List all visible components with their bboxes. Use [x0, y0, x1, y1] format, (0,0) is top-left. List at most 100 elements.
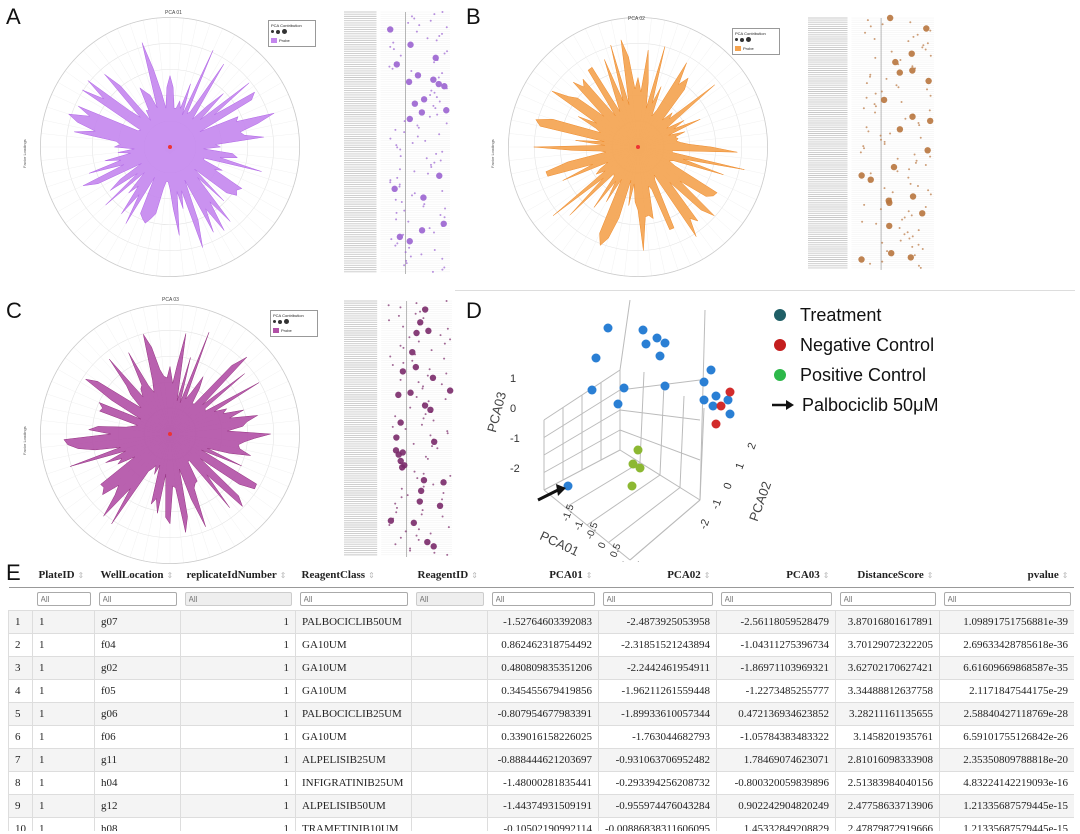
table-row[interactable]: 3 1 g02 1 GA10UM 0.480809835351206 -2.24424619…	[8, 656, 1074, 680]
filter-input-reagentid[interactable]	[415, 592, 484, 606]
sort-icon[interactable]: ⇕	[279, 571, 287, 580]
dot-plot-point	[413, 192, 416, 195]
table-cell-plateid: 1	[32, 817, 95, 831]
dot-plot-point	[874, 105, 877, 108]
table-cell-plateid: 1	[32, 679, 95, 703]
column-header-pca01[interactable]: PCA01 ⇕	[487, 563, 599, 588]
legend-item-positive-control[interactable]: Positive Control	[770, 360, 1070, 390]
dot-plot-point	[907, 176, 910, 179]
table-cell-welllocation: f04	[94, 633, 181, 657]
filter-input-reagentclass[interactable]	[299, 592, 408, 606]
filter-input-plateid[interactable]	[36, 592, 91, 606]
legend-item-treatment[interactable]: Treatment	[770, 300, 1070, 330]
dot-plot-point	[443, 357, 446, 360]
table-cell-pca01: 0.480809835351206	[487, 656, 599, 680]
filter-input-pvalue[interactable]	[943, 592, 1071, 606]
dot-plot-point	[435, 80, 442, 88]
filter-input-pca02[interactable]	[602, 592, 713, 606]
sort-icon[interactable]: ⇕	[471, 571, 478, 580]
dot-plot-point	[904, 117, 907, 120]
dot-plot-point	[915, 159, 918, 162]
filter-input-welllocation[interactable]	[98, 592, 177, 606]
dot-plot-point	[399, 148, 402, 151]
z-tick-label: 0	[510, 403, 516, 415]
legend-item-negative-control[interactable]: Negative Control	[770, 330, 1070, 360]
dot-plot-point	[420, 423, 423, 426]
dot-plot-point	[874, 92, 877, 95]
treatment-point	[587, 385, 597, 395]
dot-plot-point	[429, 532, 432, 535]
dot-plot-point	[879, 138, 882, 141]
radar-title: PCA 02	[628, 16, 645, 22]
table-row[interactable]: 2 1 f04 1 GA10UM 0.862462318754492 -2.31851521…	[8, 633, 1074, 657]
dot-plot-point	[420, 194, 427, 201]
column-header-replicateidnumber[interactable]: replicateIdNumber ⇕	[180, 563, 296, 588]
table-cell-pca02: -1.89933610057344	[598, 702, 717, 726]
table-row[interactable]: 8 1 h04 1 INFIGRATINIB25UM -1.48000281835441-…	[8, 771, 1074, 795]
dot-plot-point	[428, 115, 431, 118]
column-header-reagentclass[interactable]: ReagentClass ⇕	[295, 563, 412, 588]
dot-plot-point	[869, 75, 872, 78]
dot-plot-point	[862, 107, 865, 110]
sort-icon[interactable]: ⇕	[926, 571, 934, 580]
sort-icon[interactable]: ⇕	[77, 571, 85, 580]
grid-line	[699, 309, 706, 501]
column-header-pca02[interactable]: PCA02 ⇕	[598, 563, 717, 588]
dot-plot-point	[885, 77, 888, 80]
x-tick-label: 0	[596, 541, 608, 550]
results-table-container[interactable]: PlateID ⇕ WellLocation ⇕ replicateIdNumber ⇕ R…	[8, 563, 1074, 831]
column-header-distancescore[interactable]: DistanceScore ⇕	[835, 563, 940, 588]
dot-plot-point	[389, 45, 392, 48]
column-header-plateid[interactable]: PlateID ⇕	[32, 563, 95, 588]
legend-swatch	[271, 38, 277, 44]
table-row[interactable]: 7 1 g11 1 ALPELISIB25UM -0.888444621203697 -0.…	[8, 748, 1074, 772]
z-tick-label: 1	[510, 373, 516, 385]
filter-input-pca01[interactable]	[491, 592, 595, 606]
dot-plot-point	[446, 430, 449, 433]
dot-plot-point	[396, 242, 399, 245]
table-row[interactable]: 4 1 f05 1 GA10UM 0.345455679419856 -1.96211261…	[8, 679, 1074, 703]
filter-input-distancescore[interactable]	[839, 592, 936, 606]
table-row[interactable]: 6 1 f06 1 GA10UM 0.339016158226025 -1.76304468…	[8, 725, 1074, 749]
table-cell-reagentclass: ALPELISIB50UM	[295, 794, 412, 818]
column-header-pca03[interactable]: PCA03 ⇕	[716, 563, 836, 588]
filter-cell	[411, 587, 488, 611]
column-header-pvalue[interactable]: pvalue ⇕	[939, 563, 1074, 588]
dot-plot-point	[919, 266, 922, 269]
sort-icon[interactable]: ⇕	[703, 571, 711, 580]
dot-plot-point	[929, 54, 932, 57]
dot-plot-point	[436, 59, 439, 62]
filter-input-replicateidnumber[interactable]	[184, 592, 292, 606]
dot-plot-point	[417, 340, 420, 343]
filter-input-pca03[interactable]	[720, 592, 832, 606]
radar-title: PCA 03	[162, 297, 179, 303]
dot-plot-point	[432, 104, 435, 107]
table-cell-plateid: 1	[32, 610, 95, 634]
treatment-point	[660, 381, 670, 391]
sort-icon[interactable]: ⇕	[368, 571, 375, 580]
column-header-reagentid[interactable]: ReagentID ⇕	[411, 563, 488, 588]
wall-gridline	[679, 395, 685, 488]
palbociclib-arrow	[537, 488, 559, 502]
table-cell-pvalue: 6.59101755126842e-26	[939, 725, 1074, 749]
table-row[interactable]: 9 1 g12 1 ALPELISIB50UM -1.44374931509191 -0.9…	[8, 794, 1074, 818]
dot-plot-point	[913, 254, 916, 257]
filter-cell	[487, 587, 599, 611]
dot-plot-point	[422, 417, 425, 420]
table-row[interactable]: 10 1 h08 1 TRAMETINIB10UM -0.10502190992114 -0…	[8, 817, 1074, 831]
column-header-welllocation[interactable]: WellLocation ⇕	[94, 563, 181, 588]
table-row[interactable]: 5 1 g06 1 PALBOCICLIB25UM -0.807954677983391-…	[8, 702, 1074, 726]
dot-plot-point	[394, 244, 397, 247]
sort-icon[interactable]: ⇕	[1061, 571, 1069, 580]
table-row[interactable]: 1 1 g07 1 PALBOCICLIB50UM -1.52764603392083 -2…	[8, 610, 1074, 634]
sort-icon[interactable]: ⇕	[585, 571, 593, 580]
legend-sizes	[273, 319, 315, 325]
treatment-point	[699, 377, 709, 387]
dot-plot-point	[391, 185, 398, 193]
legend-title: PCA Contribution	[735, 31, 766, 36]
radar-outer-ring	[39, 16, 301, 278]
dot-plot-point	[924, 147, 931, 154]
sort-icon[interactable]: ⇕	[822, 571, 830, 580]
sort-icon[interactable]: ⇕	[166, 571, 174, 580]
dot-plot-point	[412, 442, 415, 445]
